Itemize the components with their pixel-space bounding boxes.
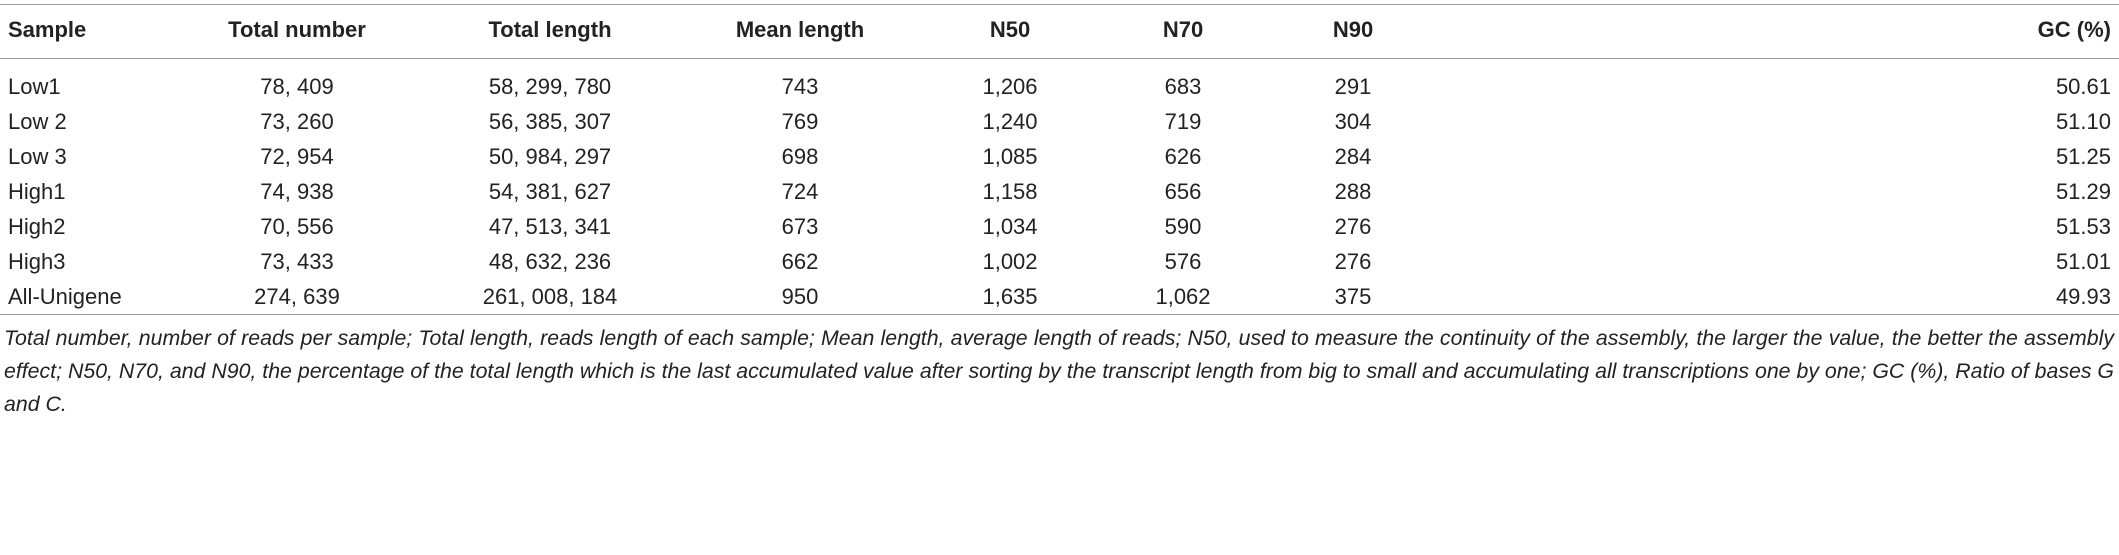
table-cell: 1,034	[982, 214, 1038, 239]
table-cell: 291	[1334, 74, 1372, 99]
table-cell: 70, 556	[260, 214, 334, 239]
header-cell: N50	[989, 17, 1031, 42]
table-cell: 375	[1334, 284, 1372, 309]
header-cell: Total length	[488, 17, 612, 42]
table-cell: High1	[8, 179, 66, 204]
header-cell: Mean length	[735, 17, 865, 42]
table-cell: Low 2	[8, 109, 67, 134]
table-cell: 54, 381, 627	[488, 179, 612, 204]
table-cell: 261, 008, 184	[482, 284, 618, 309]
table-cell: 662	[781, 249, 819, 274]
header-cell: GC (%)	[2037, 17, 2111, 42]
table-cell: 51.53	[2055, 214, 2111, 239]
table-cell: 274, 639	[254, 284, 340, 309]
table-cell: 73, 433	[260, 249, 334, 274]
header-cell: Total number	[228, 17, 366, 42]
table-cell: 743	[781, 74, 819, 99]
table-cell: 673	[781, 214, 819, 239]
table-cell: High3	[8, 249, 66, 274]
table-cell: 58, 299, 780	[488, 74, 612, 99]
table-cell: 590	[1164, 214, 1202, 239]
header-rule	[0, 58, 2119, 59]
table-cell: 698	[781, 144, 819, 169]
bottom-rule	[0, 314, 2119, 315]
top-rule	[0, 4, 2119, 5]
table-cell: 626	[1164, 144, 1202, 169]
table-cell: 769	[781, 109, 819, 134]
table-cell: 276	[1334, 249, 1372, 274]
table-cell: 51.29	[2055, 179, 2111, 204]
table-cell: 50.61	[2055, 74, 2111, 99]
table-cell: 1,240	[982, 109, 1038, 134]
table-cell: 284	[1334, 144, 1372, 169]
table-cell: 49.93	[2055, 284, 2111, 309]
header-cell: Sample	[8, 17, 87, 42]
table-cell: 656	[1164, 179, 1202, 204]
table-cell: 78, 409	[260, 74, 334, 99]
table-cell: High2	[8, 214, 66, 239]
footnote: Total number, number of reads per sample…	[4, 326, 2114, 416]
table-cell: 724	[781, 179, 819, 204]
table-cell: 683	[1164, 74, 1202, 99]
table-cell: 719	[1164, 109, 1202, 134]
table-cell: 47, 513, 341	[488, 214, 612, 239]
table-cell: 1,158	[982, 179, 1038, 204]
table-cell: 73, 260	[260, 109, 334, 134]
table-cell: 51.25	[2055, 144, 2111, 169]
table-cell: 304	[1334, 109, 1372, 134]
table-cell: 576	[1164, 249, 1202, 274]
table-cell: 72, 954	[260, 144, 334, 169]
table-cell: All-Unigene	[8, 284, 122, 309]
table-cell: 51.01	[2055, 249, 2111, 274]
table-cell: 276	[1334, 214, 1372, 239]
header-cell: N70	[1162, 17, 1204, 42]
table-cell: 48, 632, 236	[488, 249, 612, 274]
table-cell: 1,085	[982, 144, 1038, 169]
table-cell: 51.10	[2055, 109, 2111, 134]
table-cell: Low1	[8, 74, 61, 99]
header-cell: N90	[1332, 17, 1374, 42]
table-cell: 50, 984, 297	[488, 144, 612, 169]
table-cell: 1,002	[982, 249, 1038, 274]
table-cell: 74, 938	[260, 179, 334, 204]
table-cell: 1,635	[982, 284, 1038, 309]
table-cell: 56, 385, 307	[488, 109, 612, 134]
table-cell: 1,206	[982, 74, 1038, 99]
table-cell: Low 3	[8, 144, 67, 169]
table-cell: 950	[781, 284, 819, 309]
table-cell: 1,062	[1155, 284, 1211, 309]
table-cell: 288	[1334, 179, 1372, 204]
